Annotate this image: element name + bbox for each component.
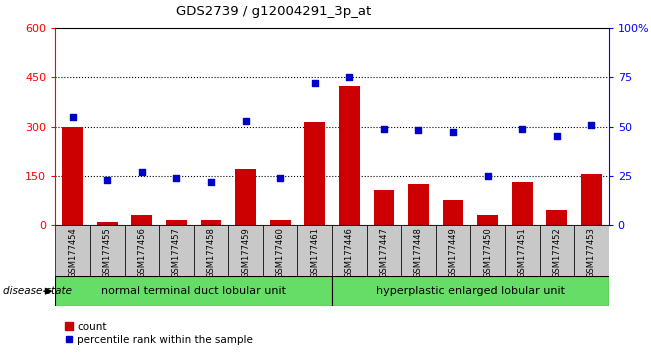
Bar xyxy=(574,225,609,276)
Text: GSM177452: GSM177452 xyxy=(552,227,561,278)
Bar xyxy=(540,225,574,276)
Point xyxy=(171,175,182,181)
Bar xyxy=(470,225,505,276)
Point xyxy=(68,114,78,120)
Text: GSM177461: GSM177461 xyxy=(311,227,319,278)
Text: GSM177447: GSM177447 xyxy=(380,227,389,278)
Bar xyxy=(339,86,359,225)
Bar xyxy=(159,225,194,276)
Bar xyxy=(235,169,256,225)
Text: GSM177459: GSM177459 xyxy=(241,227,250,278)
Point xyxy=(517,126,527,131)
Bar xyxy=(546,210,567,225)
Point xyxy=(137,169,147,175)
Point xyxy=(586,122,596,127)
Bar xyxy=(298,225,332,276)
Text: GSM177450: GSM177450 xyxy=(483,227,492,278)
Bar xyxy=(477,215,498,225)
Bar xyxy=(55,276,332,306)
Text: disease state: disease state xyxy=(3,286,72,296)
Point xyxy=(482,173,493,178)
Bar xyxy=(270,220,290,225)
Bar xyxy=(97,222,118,225)
Bar xyxy=(62,126,83,225)
Text: hyperplastic enlarged lobular unit: hyperplastic enlarged lobular unit xyxy=(376,286,565,296)
Bar xyxy=(581,174,602,225)
Point xyxy=(102,177,113,182)
Bar xyxy=(332,225,367,276)
Point xyxy=(551,133,562,139)
Bar xyxy=(408,184,429,225)
Text: GSM177456: GSM177456 xyxy=(137,227,146,278)
Bar xyxy=(166,220,187,225)
Text: GSM177457: GSM177457 xyxy=(172,227,181,278)
Bar xyxy=(367,225,401,276)
Text: GSM177449: GSM177449 xyxy=(449,227,458,278)
Bar xyxy=(132,215,152,225)
Bar xyxy=(401,225,436,276)
Bar xyxy=(55,225,90,276)
Bar xyxy=(443,200,464,225)
Bar xyxy=(512,182,533,225)
Bar xyxy=(436,225,470,276)
Point xyxy=(275,175,285,181)
Point xyxy=(206,179,216,184)
Legend: count, percentile rank within the sample: count, percentile rank within the sample xyxy=(61,317,257,349)
Bar xyxy=(332,276,609,306)
Text: GSM177454: GSM177454 xyxy=(68,227,77,278)
Bar xyxy=(90,225,124,276)
Text: GDS2739 / g12004291_3p_at: GDS2739 / g12004291_3p_at xyxy=(176,5,371,18)
Text: GSM177446: GSM177446 xyxy=(345,227,353,278)
Text: GSM177448: GSM177448 xyxy=(414,227,423,278)
Text: GSM177451: GSM177451 xyxy=(518,227,527,278)
Point xyxy=(413,128,424,133)
Text: GSM177455: GSM177455 xyxy=(103,227,112,278)
Bar xyxy=(374,190,395,225)
Point xyxy=(379,126,389,131)
Point xyxy=(448,130,458,135)
Text: normal terminal duct lobular unit: normal terminal duct lobular unit xyxy=(101,286,286,296)
Bar xyxy=(194,225,229,276)
Point xyxy=(240,118,251,124)
Bar xyxy=(124,225,159,276)
Point xyxy=(309,80,320,86)
Bar xyxy=(263,225,298,276)
Text: GSM177458: GSM177458 xyxy=(206,227,215,278)
Bar xyxy=(229,225,263,276)
Bar xyxy=(201,220,221,225)
Point xyxy=(344,75,355,80)
Bar xyxy=(505,225,540,276)
Text: GSM177460: GSM177460 xyxy=(275,227,284,278)
Bar xyxy=(305,122,325,225)
Text: GSM177453: GSM177453 xyxy=(587,227,596,278)
